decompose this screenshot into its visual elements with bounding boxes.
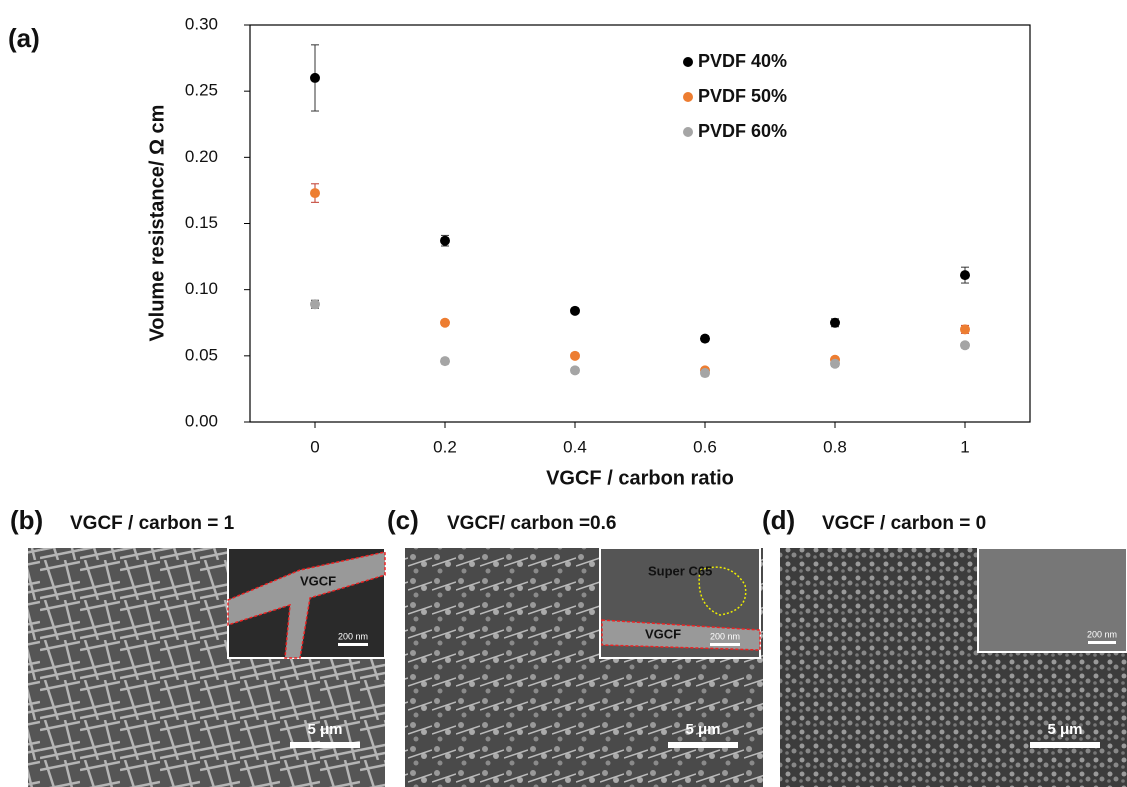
sem-panel-c xyxy=(405,548,763,787)
point xyxy=(570,365,580,375)
point xyxy=(830,359,840,369)
scale-bar-label: 5 μm xyxy=(685,721,720,738)
point xyxy=(440,356,450,366)
point xyxy=(700,334,710,344)
point xyxy=(960,340,970,350)
point xyxy=(700,368,710,378)
legend-marker xyxy=(683,57,693,67)
sem-panel-d xyxy=(780,548,1127,787)
point xyxy=(440,236,450,246)
y-tick-label: 0.20 xyxy=(185,147,218,166)
point xyxy=(570,306,580,316)
x-tick-label: 0.8 xyxy=(823,437,847,456)
x-axis-label: VGCF / carbon ratio xyxy=(546,467,734,489)
point xyxy=(960,324,970,334)
x-tick-label: 1 xyxy=(960,437,969,456)
inset-scale: 200 nm xyxy=(1087,629,1117,639)
x-tick-label: 0.6 xyxy=(693,437,717,456)
legend-label: PVDF 60% xyxy=(698,121,787,141)
y-tick-label: 0.15 xyxy=(185,213,218,232)
inset-scale: 200 nm xyxy=(710,631,740,641)
panel-title: VGCF / carbon = 0 xyxy=(822,513,986,534)
point xyxy=(310,73,320,83)
y-tick-label: 0.30 xyxy=(185,14,218,33)
legend-label: PVDF 40% xyxy=(698,51,787,71)
point xyxy=(310,188,320,198)
scale-bar-label: 5 μm xyxy=(1047,721,1082,738)
y-axis-label: Volume resistance/ Ω cm xyxy=(146,105,168,342)
point xyxy=(960,270,970,280)
panel-title: VGCF/ carbon =0.6 xyxy=(447,513,616,534)
inset-label: VGCF xyxy=(300,573,336,588)
legend-marker xyxy=(683,92,693,102)
panel-label: (c) xyxy=(387,505,419,535)
x-tick-label: 0 xyxy=(310,437,319,456)
inset-label: Super C65 xyxy=(648,563,712,578)
legend-marker xyxy=(683,127,693,137)
y-tick-label: 0.25 xyxy=(185,81,218,100)
panel-label: (b) xyxy=(10,505,43,535)
y-tick-label: 0.10 xyxy=(185,279,218,298)
x-tick-label: 0.4 xyxy=(563,437,587,456)
plot-frame xyxy=(250,25,1030,422)
panel-label: (d) xyxy=(762,505,795,535)
y-tick-label: 0.00 xyxy=(185,411,218,430)
point xyxy=(310,299,320,309)
y-tick-label: 0.05 xyxy=(185,345,218,364)
point xyxy=(830,318,840,328)
scale-bar-label: 5 μm xyxy=(307,721,342,738)
inset-label: VGCF xyxy=(645,626,681,641)
point xyxy=(570,351,580,361)
figure: (a) VGCF / carbon ratio Volume resistanc… xyxy=(0,0,1127,787)
legend-label: PVDF 50% xyxy=(698,86,787,106)
inset-scale: 200 nm xyxy=(338,631,368,641)
panel-title: VGCF / carbon = 1 xyxy=(70,513,235,534)
x-tick-label: 0.2 xyxy=(433,437,457,456)
panel-label: (a) xyxy=(8,23,40,53)
point xyxy=(440,318,450,328)
